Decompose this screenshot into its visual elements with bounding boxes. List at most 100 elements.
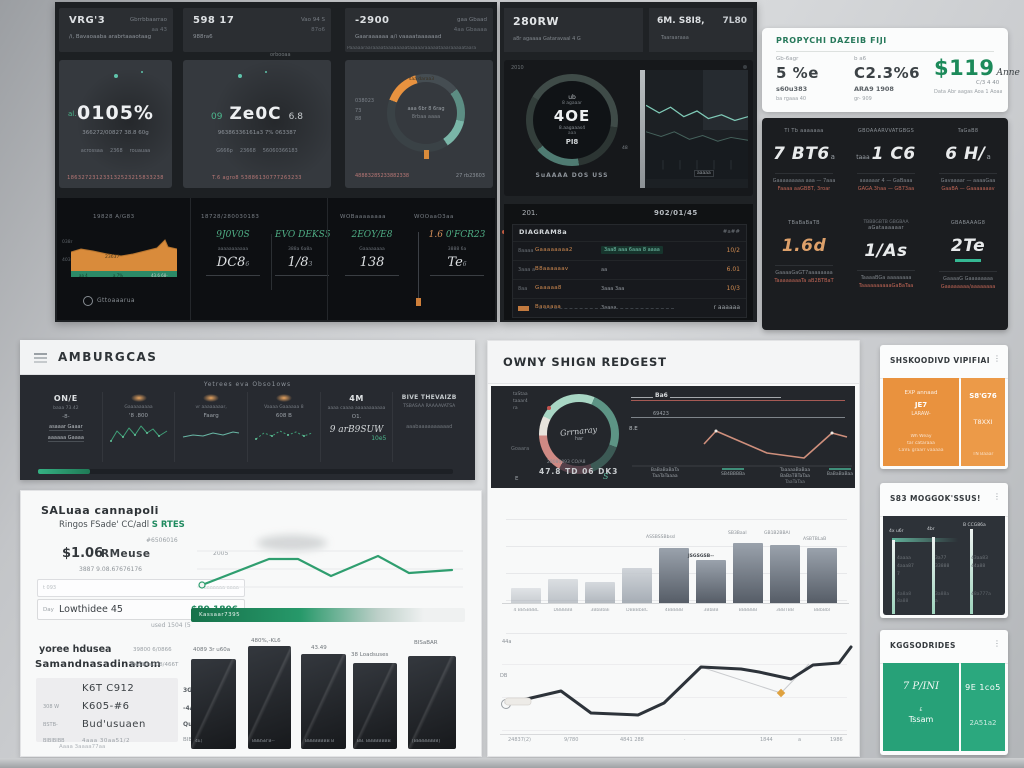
metric-column: Vaaaa Gaaaaaa 8 608 B bbox=[247, 392, 320, 462]
bar-caption: BB. BBBBBBBB bbox=[357, 739, 391, 744]
green-tile: 9E 1co5 2A51a2 bbox=[961, 663, 1005, 751]
stat-value: 5 %e bbox=[776, 64, 819, 82]
column-foot: 4a8a8 bbox=[897, 592, 912, 597]
metric-foot: asaaar Gaaar bbox=[49, 424, 83, 431]
banner-button[interactable]: Kassaar7395 bbox=[191, 608, 465, 622]
chart-bar bbox=[659, 548, 689, 603]
menu-icon[interactable] bbox=[34, 353, 47, 355]
metric-line2: Faarg bbox=[203, 413, 219, 419]
table-row[interactable]: 8aaaa Gaaaaaaaa2 3aa8 aaa 6aaa 8 aaaa 10/2 bbox=[513, 241, 746, 260]
detail: 56060366183 bbox=[262, 148, 298, 154]
gridline bbox=[502, 730, 847, 731]
stat-header-cell[interactable]: 598 17 988ra6 Vao 94 S 87o6 bbox=[183, 8, 331, 52]
bar-top-label: JSGSGSB-- bbox=[688, 554, 714, 559]
scrollbar[interactable] bbox=[640, 70, 645, 188]
axis-tick-label: 1986 bbox=[830, 737, 843, 743]
corner-icon bbox=[743, 65, 747, 69]
donut-gauge: Grrnaray har bbox=[539, 394, 619, 474]
chart-corner-label: 43.6 68- bbox=[151, 273, 168, 278]
tile-value: 7 P/INI bbox=[902, 681, 940, 692]
sparkline-chart bbox=[109, 425, 167, 442]
y-axis-label: 403 bbox=[62, 258, 71, 263]
tile-text: Tssam bbox=[908, 715, 934, 724]
kebab-menu-icon[interactable]: ⋮ bbox=[993, 492, 1001, 501]
axis-label: TaaTaTaa bbox=[785, 480, 805, 485]
stat-column: EVO DEKS5 388a 6a8a 1/83 bbox=[275, 230, 331, 276]
stat-sub: Taaraaraaa bbox=[661, 35, 689, 41]
section-value: 39800 6/0866 bbox=[133, 647, 172, 653]
bar-label: 4x u6r bbox=[889, 529, 904, 534]
gauge-center: ub 8 agaaar 4OE 8.aagaaas4 aaa PI8 bbox=[533, 81, 611, 159]
reference-line bbox=[631, 397, 781, 398]
axis-label-groups: BaBaBaBaTa TaaTaTaaaa SB4BBBBa TaaaaaBaBaa B… bbox=[491, 386, 855, 488]
table-row[interactable]: 8aa Gaaaaa8 3aaa 3aa 10/3 bbox=[513, 279, 746, 298]
column-foot: 48a777a bbox=[971, 592, 991, 597]
kpi-detail: Gavaaaar — aaaaGaa bbox=[940, 178, 996, 184]
kebab-menu-icon[interactable]: ⋮ bbox=[993, 354, 1001, 363]
chart-bar bbox=[807, 548, 837, 603]
stat-title: 280RW bbox=[513, 15, 560, 28]
gauge-side-label: 88 bbox=[355, 116, 362, 122]
kpi-prefix: al. bbox=[68, 110, 77, 118]
stat-header-cell[interactable]: 280RW a8r agaaaa Gataravaal 4 G bbox=[504, 8, 643, 52]
kpi-value-suffix: a bbox=[986, 153, 991, 161]
gauge-footnote-right: 27 rb23603 bbox=[455, 173, 485, 179]
row-label: Bud'usuaen bbox=[82, 719, 146, 730]
divider bbox=[275, 275, 329, 276]
progress-fill bbox=[38, 469, 90, 474]
gauge-bottom-label: PI8 bbox=[565, 138, 579, 146]
input-field[interactable]: t 093 aaaaaaa aaaa bbox=[37, 579, 245, 597]
kebab-menu-icon[interactable]: ⋮ bbox=[993, 639, 1001, 648]
card-title: PROPYCHI DAZEIB FIJI bbox=[776, 36, 887, 45]
annotation-accent: 10e5 bbox=[371, 435, 387, 442]
donut-sublabel: 8rbaa aaaa bbox=[411, 114, 441, 120]
kpi-cell: TI Tb aaaaaaa 7 BT6 a Gaaaaaaaaa aaa — 7aaa… bbox=[764, 128, 844, 192]
metric-column: 4M aaaa caaaa aaaaaaaaaaa O1. 9 arB9SUW 10e5 bbox=[319, 392, 393, 462]
card-title: KGGSODRIDES bbox=[890, 641, 956, 650]
metric-columns: ON/E baaa 73.42 -8- asaaar Gaaar aaaaaa Gaaa… bbox=[30, 392, 465, 462]
metric-line: Vaaaa Gaaaaaa 8 bbox=[264, 405, 304, 410]
kpi-detail: TaaaaBGa aaaaaaaa bbox=[860, 275, 912, 281]
bar-caption: BBBBBBBB B bbox=[305, 739, 335, 744]
stat-sub: a8r agaaaa Gataravaal 4 G bbox=[513, 36, 581, 42]
kpi-card-score: 09 Ze0C 6.8 96386336161a3 7% 063387 G666… bbox=[183, 60, 331, 188]
chart-bar bbox=[548, 579, 578, 603]
stat-side: Gbrrbbaarrao bbox=[129, 17, 167, 23]
bar-x-label: BBbBbI bbox=[813, 608, 831, 613]
kpi-label: TBaBaBaTB bbox=[788, 220, 820, 226]
stat-header-cell[interactable]: VRG'3/i, Bavaoaaba arabrtaaaotaag Gbrrbba… bbox=[59, 8, 173, 52]
y-axis-label: DB bbox=[500, 673, 508, 679]
gauge-text: aaa bbox=[567, 131, 577, 136]
axis-label: TaaaaaBaBaa bbox=[779, 468, 811, 473]
circular-gauge: ub 8 agaaar 4OE 8.aagaaas4 aaa PI8 bbox=[526, 74, 618, 166]
metric-head: 4M bbox=[349, 394, 364, 403]
axis-tag: aaaaa bbox=[694, 170, 714, 177]
axis-label-group: TaaaaaBaBaa BaBaTBTaTaa TaaTaTaa bbox=[769, 468, 821, 486]
row-detail: 3aaa 3aa bbox=[601, 286, 625, 292]
area-chart bbox=[71, 239, 177, 277]
glow-icon bbox=[275, 394, 292, 402]
value: DC8 bbox=[216, 255, 246, 270]
stat-header-cell[interactable]: 6M. S8I8, 7L80 Taaraaraaa bbox=[649, 8, 753, 52]
table-row[interactable]: Baaaaaa 3aaaa r aaaaaa bbox=[513, 298, 746, 317]
subtitle-text: Ringos FSade' CC/adl bbox=[59, 520, 150, 530]
glow-icon bbox=[203, 394, 220, 402]
stat-sub: Gaaraaaaaa a/i vaaaataaaaaad bbox=[355, 34, 442, 40]
stat-header-cell[interactable]: -2900 Gaaraaaaaa a/i vaaaataaaaaad gaa Gba… bbox=[345, 8, 493, 52]
kpi-value-row: taaa 1 C6 bbox=[856, 144, 915, 164]
sparkle-icon bbox=[114, 74, 118, 78]
x-axis-labels: 24837(2) 9/780 4841 288 · 1844 a 1986 bbox=[488, 341, 859, 756]
bar-chart: 4 BBSBBBL DBBBBB 3BbBbBi DBBBbBC 4BBBBB 3BbBB… bbox=[488, 341, 859, 756]
kpi-value: 6 H/ bbox=[945, 144, 986, 164]
stat-group: b a6 C2.3%6 ARA9 1908 gr- 909 bbox=[854, 56, 928, 102]
bar-top-label: ASBTBLaB bbox=[803, 537, 827, 542]
metric-line: Gaaaaaaaaa bbox=[124, 405, 153, 410]
year-label: 2005 bbox=[213, 550, 229, 557]
donut-gauge: aaa 6br 8 6rag 8rbaa aaaa bbox=[387, 74, 465, 152]
column-text: 44a88 bbox=[971, 564, 986, 569]
sparkline-chart bbox=[254, 430, 313, 440]
chart-annotation: 23637 bbox=[105, 255, 120, 260]
axis-label-group: SB4BBBBa bbox=[713, 468, 753, 478]
table-row[interactable]: 3aaa a B8aaaaaav aa 6.01 bbox=[513, 260, 746, 279]
bar-x-label: BBBBBB bbox=[738, 608, 758, 613]
